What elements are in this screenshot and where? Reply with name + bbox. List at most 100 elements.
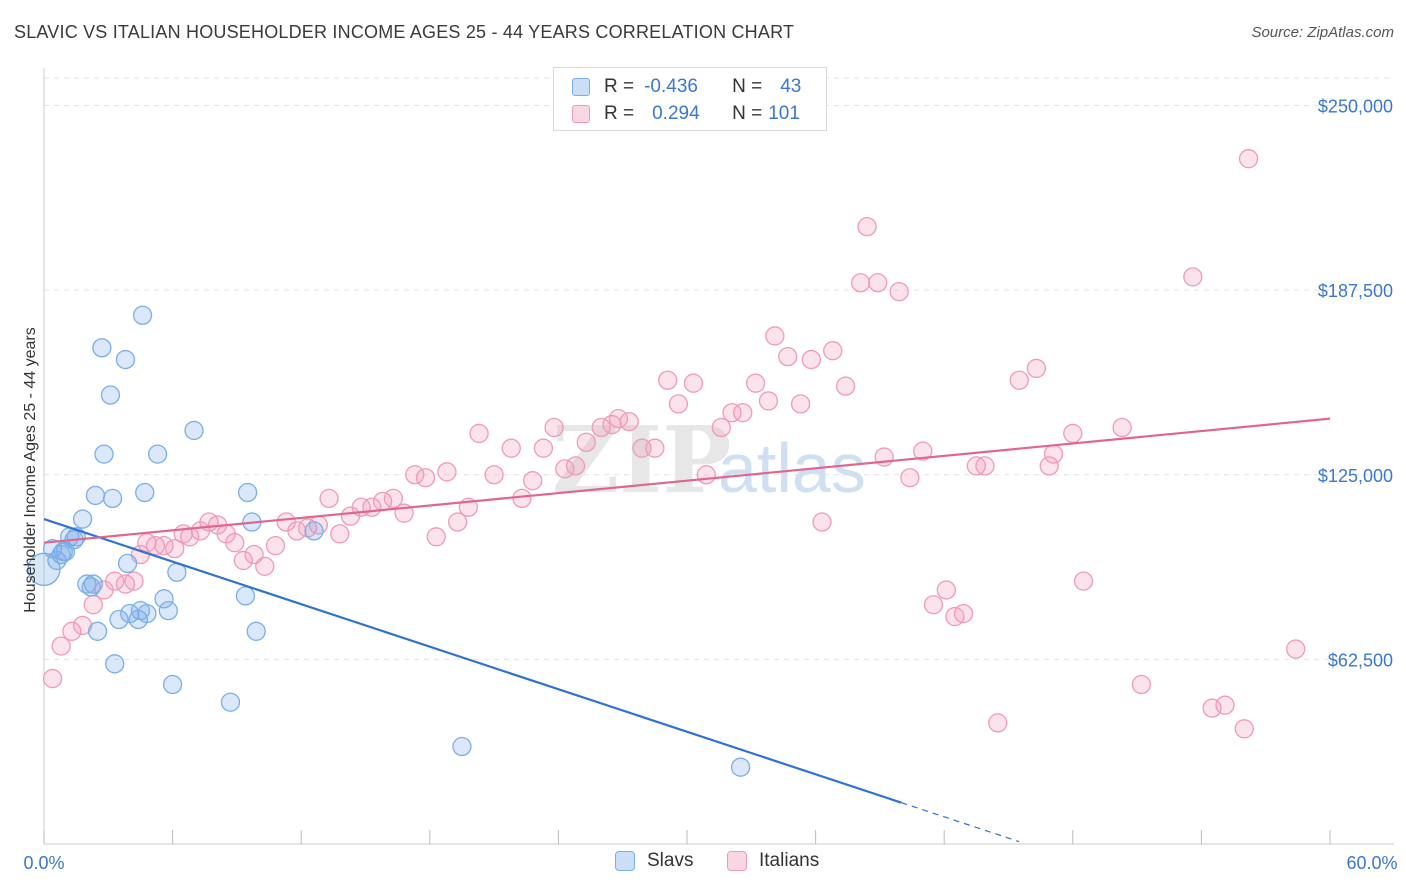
slavs-point [220,692,241,712]
slavs-point [135,482,155,503]
italians-point [758,391,779,411]
slavs-point [100,385,121,405]
slavs-trend-extension [901,802,1020,843]
italians-point [512,488,532,509]
italians-point [124,571,144,591]
italians-point [484,465,504,485]
italians-point [900,468,920,488]
italians-point [668,394,689,414]
italians-trend-line [43,417,1331,544]
italians-point [51,636,71,656]
legend-swatch-italians [572,105,590,123]
chart-title: SLAVIC VS ITALIAN HOUSEHOLDER INCOME AGE… [14,22,795,42]
italians-point [555,459,575,479]
italians-point [1183,267,1203,287]
tick-labels: $62,500 $125,000 $187,500 $250,000 0.0% 60.0%… [22,97,1398,873]
legend-n-label: N = [732,76,763,97]
slavs-point [158,600,178,621]
slavs-point [83,574,103,594]
italians-point [745,373,766,393]
italians-point [448,512,468,532]
slavs-point [105,654,125,674]
italians-point [154,536,174,556]
italians-point [1073,571,1094,591]
italians-point [591,417,611,438]
slavs-point [132,305,153,325]
slavs-point [117,553,138,574]
italians-point [711,417,731,438]
italians-point [469,423,489,444]
italians-point [765,326,785,346]
legend-r-value: 0.294 [652,103,700,124]
italians-point [658,370,678,390]
italians-point [287,521,307,541]
italians-point [608,408,629,429]
italians-point [1009,370,1029,390]
slavs-point [154,589,174,609]
italians-point [383,488,404,509]
legend-n-value: 101 [768,103,800,124]
italians-point [790,394,811,414]
italians-point [835,376,856,396]
italians-point [330,524,350,544]
italians-point [437,462,457,482]
slavs-trend-line [43,518,902,804]
x-tick-label: 60.0% [1346,853,1397,873]
legend-r-value: -0.436 [644,76,698,97]
italians-point [1063,423,1083,444]
y-tick-label: $250,000 [1318,97,1393,117]
slavs-point [246,621,266,641]
italians-point [576,432,596,452]
italians-point [850,273,871,293]
y-axis-label: Householder Income Ages 25 - 44 years [22,327,39,613]
legend-n-label: N = [732,103,763,124]
italians-point [778,346,798,367]
legend-swatch-italians [727,851,747,871]
slavs-point [115,349,136,370]
italians-point [265,536,286,556]
italians-point [889,281,909,302]
italians-point [544,417,564,438]
watermark-atlas: atlas [718,429,866,507]
slavs-point [72,509,93,529]
italians-point [62,621,82,641]
chart-source: Source: ZipAtlas.com [1251,24,1394,41]
series-slavs [27,305,751,777]
slavs-point [237,482,258,503]
slavs-point [452,736,472,757]
italians-point [225,533,245,553]
italians-point [501,438,521,458]
italians-point [733,403,753,423]
slavs-point [109,609,129,630]
italians-point [565,456,586,476]
italians-point [683,373,704,393]
italians-point [913,441,933,461]
italians-point [1112,417,1132,438]
slavs-point [730,757,751,777]
legend-swatch-slavs [615,851,635,871]
slavs-point [92,338,112,358]
legend-r-label: R = [604,103,635,124]
italians-point [1234,719,1254,739]
legend-row-italians: R = 0.294 N = 101 [572,102,800,126]
slavs-point [87,621,108,641]
italians-point [415,468,436,488]
italians-point [619,411,639,432]
slavs-point [235,586,256,606]
italians-point [645,438,665,458]
trend-lines [43,417,1331,843]
italians-point [1238,149,1259,169]
italians-point [923,595,944,615]
italians-point [868,273,888,293]
legend-row-slavs: R = -0.436 N = 43 [572,75,801,99]
slavs-point [147,444,168,464]
series-italians [42,149,1306,739]
slavs-point [184,420,204,441]
italians-point [975,456,995,476]
legend-item-slavs: Slavs [615,850,693,872]
italians-point [1215,695,1235,715]
slavs-point [81,577,101,597]
italians-point [722,403,742,423]
italians-point [1026,358,1047,379]
